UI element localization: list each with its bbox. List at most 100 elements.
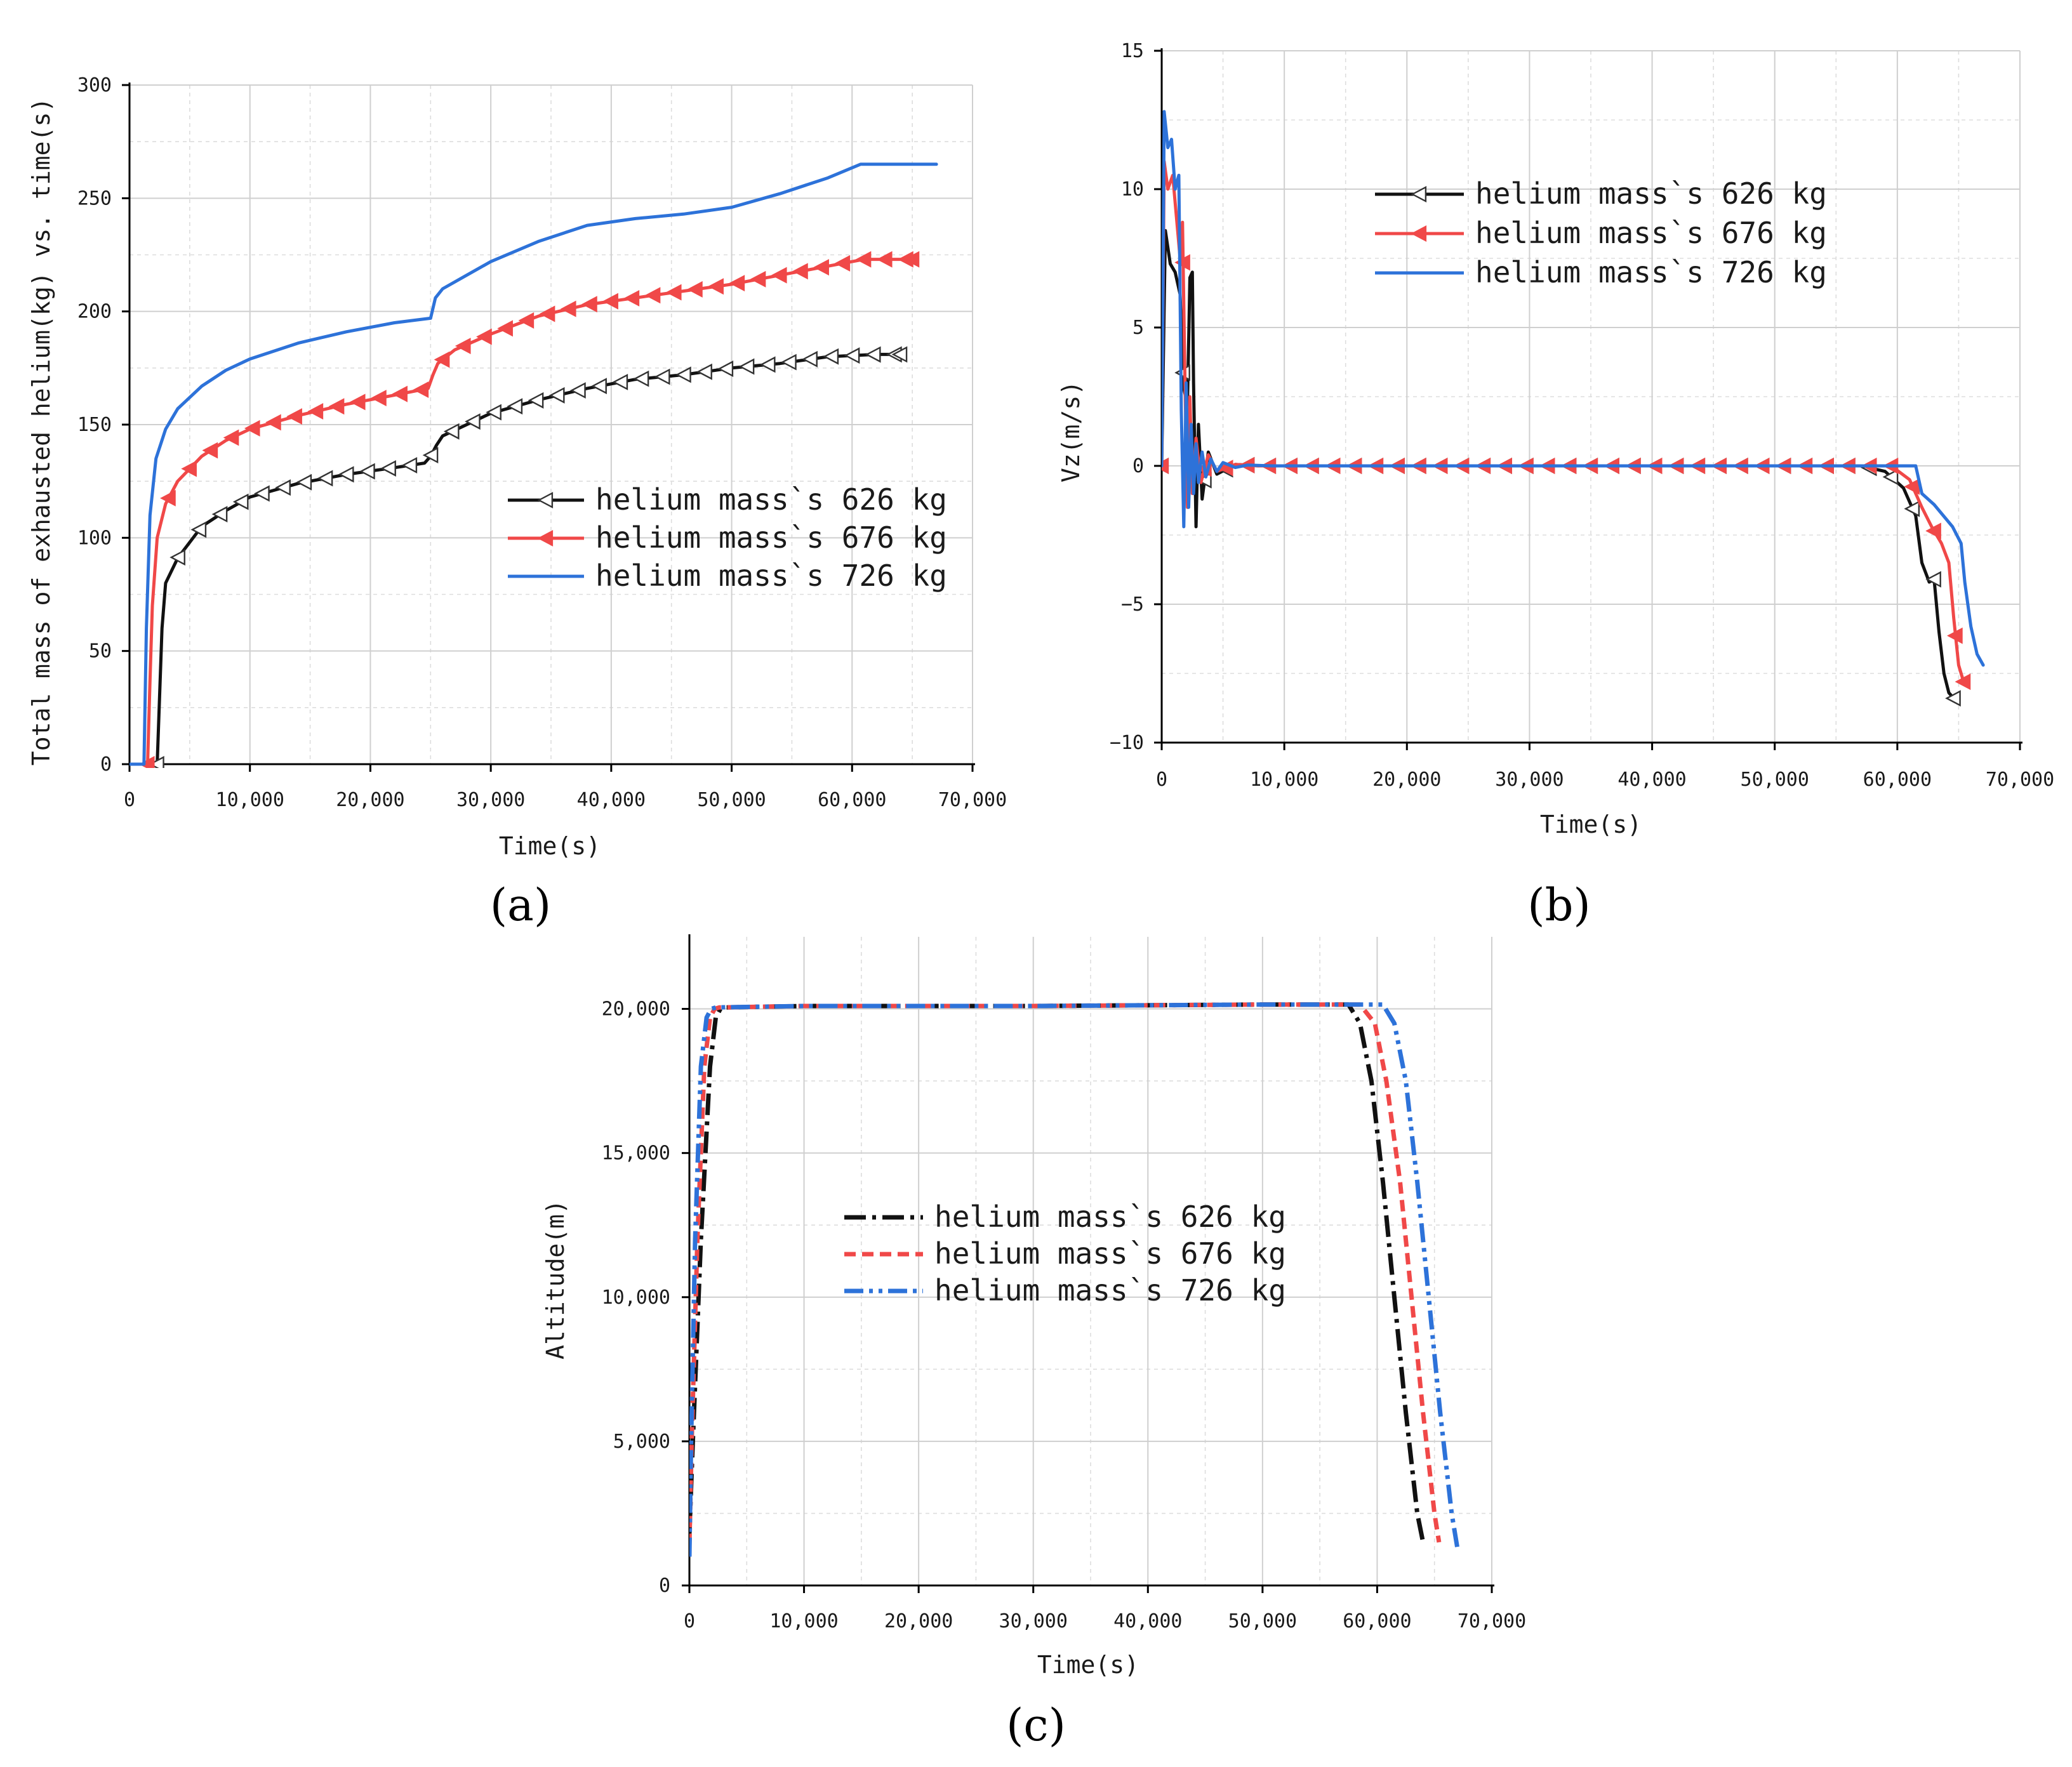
x-tick-label: 20,000 xyxy=(884,1610,953,1632)
chart-a-series xyxy=(130,162,938,768)
y-tick-label: 150 xyxy=(77,414,112,436)
series-marker-s676 xyxy=(623,289,640,307)
chart-b: Vz(m/s) Time(s) (b) 0 10,000 20,000 30,000 4… xyxy=(1057,40,2054,931)
series-marker-s676 xyxy=(160,489,176,506)
legend-label-s676: helium mass`s 676 kg xyxy=(595,520,947,555)
series-marker-s626 xyxy=(717,361,734,378)
series-marker-s626 xyxy=(759,356,776,373)
legend-label-s626: helium mass`s 626 kg xyxy=(934,1200,1286,1234)
y-tick-label: 10,000 xyxy=(602,1287,670,1309)
series-marker-s626 xyxy=(275,479,291,496)
series-line-s726 xyxy=(130,162,938,766)
series-marker-s676 xyxy=(1904,478,1920,495)
series-marker-s626 xyxy=(465,413,481,430)
legend-label-s726: helium mass`s 726 kg xyxy=(1475,255,1827,289)
series-marker-s676 xyxy=(750,270,766,288)
legend-label-s726: helium mass`s 726 kg xyxy=(934,1273,1286,1307)
series-marker-s626 xyxy=(633,370,649,387)
series-marker-s626 xyxy=(401,457,418,474)
series-marker-s676 xyxy=(581,296,597,313)
series-marker-s626 xyxy=(422,447,439,464)
series-marker-s626 xyxy=(570,382,586,399)
series-marker-s676 xyxy=(729,275,745,292)
series-marker-s676 xyxy=(644,287,661,304)
series-marker-s626 xyxy=(232,493,249,510)
series-marker-s626 xyxy=(190,521,207,538)
series-marker-s676 xyxy=(687,281,703,298)
legend-marker-s626 xyxy=(1411,186,1427,202)
series-marker-s676 xyxy=(813,259,829,276)
series-marker-s626 xyxy=(612,373,628,390)
x-tick-label: 10,000 xyxy=(1250,769,1318,791)
series-marker-s676 xyxy=(265,414,281,431)
legend-label-s676: helium mass`s 676 kg xyxy=(1475,216,1827,250)
x-tick-label: 0 xyxy=(684,1610,695,1632)
series-marker-s626 xyxy=(1945,690,1961,707)
y-tick-label: −10 xyxy=(1110,732,1144,754)
x-tick-label: 0 xyxy=(1156,769,1167,791)
series-marker-s676 xyxy=(665,284,682,301)
chart-b-legend: helium mass`s 626 kg helium mass`s 676 kg… xyxy=(1375,176,1827,289)
series-marker-s676 xyxy=(518,312,535,329)
series-marker-s626 xyxy=(528,392,544,409)
chart-a-grid xyxy=(129,84,973,765)
series-marker-s676 xyxy=(223,429,239,446)
y-tick-label: 0 xyxy=(659,1575,670,1597)
y-tick-label: 300 xyxy=(77,74,112,96)
series-marker-s626 xyxy=(338,466,354,483)
series-marker-s626 xyxy=(865,346,881,363)
series-marker-s676 xyxy=(1955,673,1971,691)
series-marker-s676 xyxy=(413,381,429,399)
series-marker-s626 xyxy=(823,348,839,365)
series-marker-s676 xyxy=(539,305,555,322)
series-marker-s626 xyxy=(169,549,185,566)
x-tick-label: 10,000 xyxy=(216,789,284,811)
series-marker-s676 xyxy=(476,328,492,345)
series-marker-s626 xyxy=(548,387,565,404)
series-marker-s676 xyxy=(244,420,260,437)
series-marker-s676 xyxy=(1947,627,1963,644)
x-tick-label: 10,000 xyxy=(769,1610,838,1632)
series-marker-s626 xyxy=(1925,571,1941,588)
y-tick-label: 100 xyxy=(77,527,112,549)
series-line-s676 xyxy=(689,1002,1442,1545)
series-marker-s626 xyxy=(654,368,670,385)
x-tick-label: 40,000 xyxy=(1113,1610,1182,1632)
series-marker-s676 xyxy=(834,255,851,272)
series-marker-s626 xyxy=(696,363,712,380)
y-tick-label: 15 xyxy=(1121,40,1144,62)
legend-label-s626: helium mass`s 626 kg xyxy=(595,482,947,517)
x-tick-label: 40,000 xyxy=(1617,769,1686,791)
series-marker-s626 xyxy=(486,404,501,421)
series-marker-s626 xyxy=(844,347,860,364)
legend-label-s626: helium mass`s 626 kg xyxy=(1475,176,1827,211)
series-marker-s676 xyxy=(371,390,387,407)
x-tick-label: 50,000 xyxy=(697,789,766,811)
series-marker-s676 xyxy=(434,351,450,368)
series-marker-s676 xyxy=(307,403,324,420)
chart-c-ylabel: Altitude(m) xyxy=(541,1200,569,1360)
x-tick-label: 30,000 xyxy=(456,789,525,811)
series-marker-s676 xyxy=(497,320,513,337)
series-marker-s626 xyxy=(1904,500,1920,517)
chart-b-xlabel: Time(s) xyxy=(1540,811,1642,838)
y-tick-label: 0 xyxy=(100,753,112,776)
series-marker-s626 xyxy=(507,398,523,415)
series-marker-s676 xyxy=(181,460,197,477)
series-marker-s676 xyxy=(455,338,471,355)
chart-c-xlabel: Time(s) xyxy=(1037,1651,1139,1679)
chart-a-panel-label: (a) xyxy=(490,879,551,931)
series-marker-s626 xyxy=(380,460,396,477)
x-tick-label: 70,000 xyxy=(938,789,1007,811)
y-tick-label: 5 xyxy=(1132,317,1144,339)
x-tick-label: 30,000 xyxy=(999,1610,1068,1632)
x-tick-label: 30,000 xyxy=(1495,769,1564,791)
series-marker-s626 xyxy=(738,358,755,375)
series-marker-s676 xyxy=(771,267,787,284)
x-tick-label: 70,000 xyxy=(1986,769,2054,791)
chart-b-panel-label: (b) xyxy=(1527,879,1590,931)
series-marker-s626 xyxy=(591,378,607,395)
chart-a-xlabel: Time(s) xyxy=(499,832,601,860)
